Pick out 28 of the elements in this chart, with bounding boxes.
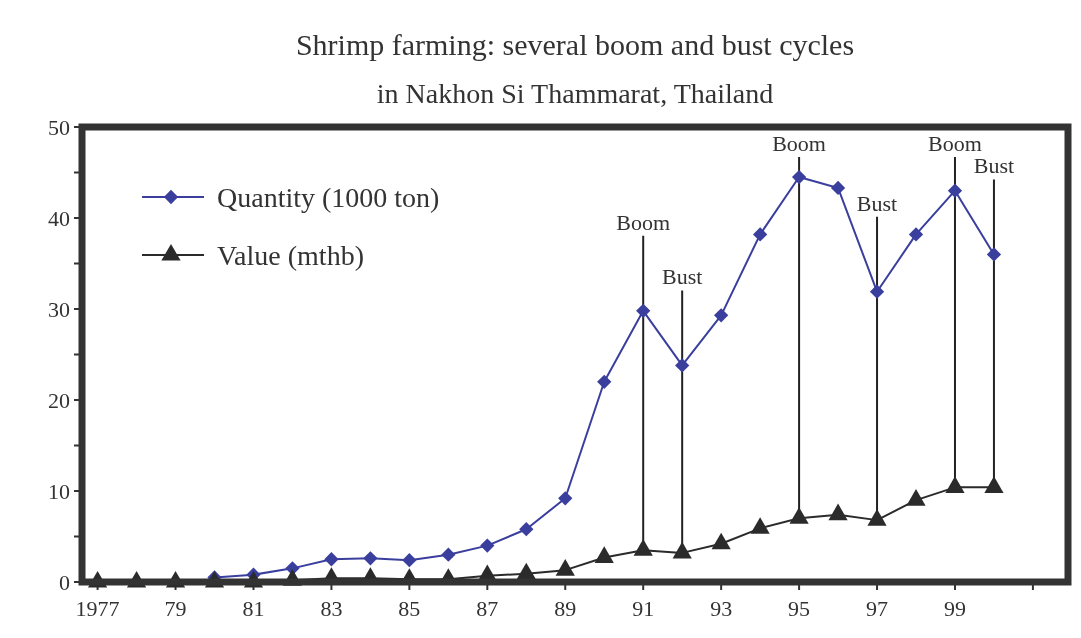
x-tick-label: 79: [164, 596, 187, 621]
y-tick-label: 10: [48, 478, 70, 504]
y-tick-label: 50: [48, 114, 70, 140]
y-tick-label: 40: [48, 205, 70, 231]
x-tick-label: 89: [554, 596, 577, 621]
x-tick-label: 83: [320, 596, 343, 621]
x-tick-label: 1977: [75, 596, 120, 621]
x-tick-label: 87: [476, 596, 499, 621]
chart-title: Shrimp farming: several boom and bust cycles: [295, 28, 855, 61]
ref-line-label: Boom: [928, 131, 982, 156]
chart-subtitle: in Nakhon Si Thammarat, Thailand: [376, 78, 774, 109]
y-tick-label: 0: [59, 569, 70, 595]
ref-line-label: Boom: [616, 209, 671, 235]
ref-line-label: Boom: [772, 131, 826, 156]
x-tick-label: 81: [242, 596, 265, 621]
y-tick-label: 20: [48, 387, 70, 413]
x-tick-label: 93: [710, 596, 733, 621]
ref-line-label: Bust: [661, 264, 703, 290]
y-tick-label: 30: [48, 296, 70, 322]
legend-label: Quantity (1000 ton): [217, 181, 440, 213]
ref-line-label: Bust: [973, 153, 1015, 179]
x-tick-label: 95: [788, 596, 811, 621]
ref-line-label: Bust: [856, 190, 898, 216]
legend-label: Value (mthb): [217, 239, 364, 271]
x-tick-label: 97: [866, 596, 889, 621]
x-tick-label: 85: [398, 596, 421, 621]
x-tick-label: 91: [632, 596, 655, 621]
x-tick-label: 99: [943, 596, 966, 621]
